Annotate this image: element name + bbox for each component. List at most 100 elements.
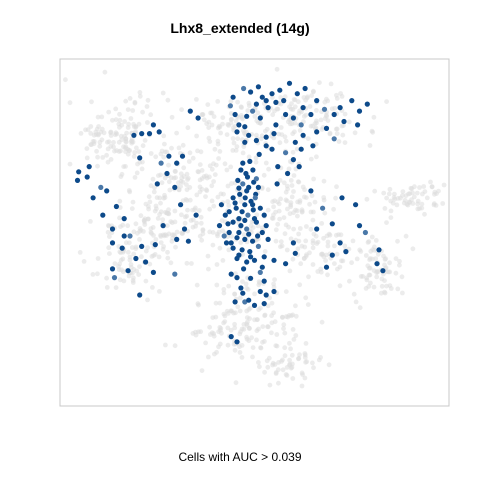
background-cell-point	[95, 271, 100, 277]
background-cell-point	[221, 287, 227, 292]
background-cell-point	[211, 333, 217, 339]
background-cell-point	[289, 352, 295, 358]
background-cell-point	[145, 297, 150, 303]
background-cell-point	[108, 129, 114, 135]
background-cell-point	[310, 262, 316, 267]
background-cell-point	[117, 277, 123, 283]
background-cell-point	[169, 145, 174, 151]
background-cell-point	[224, 167, 230, 173]
background-cell-point	[153, 237, 159, 242]
highlighted-cell-point	[331, 111, 337, 118]
background-cell-point	[232, 347, 238, 353]
background-cell-point	[280, 315, 285, 320]
background-cell-point	[371, 247, 377, 253]
background-cell-point	[247, 305, 253, 311]
highlighted-cell-point	[240, 160, 246, 166]
background-cell-point	[304, 359, 310, 365]
highlighted-cell-point	[380, 268, 386, 274]
background-cell-point	[148, 112, 154, 118]
background-cell-point	[225, 342, 231, 348]
background-cell-point	[274, 66, 280, 72]
background-cell-point	[321, 178, 327, 184]
background-cell-point	[186, 159, 192, 164]
background-cell-point	[231, 125, 236, 131]
background-cell-point	[190, 217, 196, 223]
highlighted-cell-point	[86, 164, 92, 170]
highlighted-cell-point	[257, 269, 263, 275]
background-cell-point	[206, 135, 212, 141]
highlighted-cell-point	[250, 108, 256, 114]
background-cell-point	[254, 337, 259, 343]
background-cell-point	[152, 208, 158, 214]
highlighted-cell-point	[242, 217, 248, 223]
background-cell-point	[112, 261, 118, 266]
highlighted-cell-point	[294, 91, 300, 97]
background-cell-point	[382, 206, 388, 211]
highlighted-cell-point	[248, 275, 254, 281]
background-cell-point	[409, 197, 414, 203]
background-cell-point	[117, 111, 122, 117]
background-cell-point	[117, 215, 122, 221]
background-cell-point	[67, 161, 73, 167]
background-cell-point	[318, 355, 323, 360]
background-cell-point	[165, 249, 170, 255]
background-cell-point	[240, 150, 246, 156]
background-cell-point	[167, 187, 173, 193]
background-cell-point	[194, 133, 200, 139]
background-cell-point	[196, 169, 202, 175]
background-cell-point	[125, 223, 131, 229]
background-cell-point	[278, 244, 283, 250]
highlighted-cell-point	[237, 191, 243, 197]
background-cell-point	[283, 189, 289, 195]
background-cell-point	[134, 145, 139, 151]
background-cell-point	[239, 114, 245, 120]
background-cell-point	[99, 126, 105, 132]
background-cell-point	[312, 199, 318, 205]
background-cell-point	[241, 232, 247, 238]
background-cell-point	[352, 130, 358, 136]
background-cell-point	[164, 149, 170, 155]
background-cell-point	[165, 255, 171, 261]
background-cell-point	[182, 214, 188, 220]
background-cell-point	[363, 286, 369, 291]
background-cell-point	[278, 125, 284, 130]
background-cell-point	[113, 117, 119, 123]
highlighted-cell-point	[121, 216, 127, 222]
background-cell-point	[148, 229, 154, 235]
background-cell-point	[150, 176, 156, 182]
highlighted-cell-point	[76, 169, 82, 175]
background-cell-point	[275, 221, 281, 227]
background-cell-point	[309, 193, 315, 199]
background-cell-point	[283, 197, 289, 203]
highlighted-cell-point	[339, 195, 345, 201]
background-cell-point	[305, 302, 311, 307]
background-cell-point	[260, 324, 266, 329]
background-cell-point	[289, 194, 295, 200]
background-cell-point	[116, 149, 122, 154]
background-cell-point	[273, 227, 279, 233]
background-cell-point	[307, 201, 312, 207]
background-cell-point	[127, 257, 133, 263]
background-cell-point	[142, 216, 148, 222]
background-cell-point	[267, 295, 272, 301]
background-cell-point	[95, 114, 101, 120]
highlighted-cell-point	[349, 98, 355, 104]
highlighted-cell-point	[160, 223, 166, 229]
background-cell-point	[83, 127, 88, 133]
background-cell-point	[311, 231, 317, 237]
background-cell-point	[110, 117, 115, 123]
background-cell-point	[63, 77, 68, 83]
background-cell-point	[441, 182, 447, 188]
background-cell-point	[432, 191, 437, 197]
background-cell-point	[387, 269, 393, 275]
background-cell-point	[179, 175, 185, 181]
highlighted-cell-point	[292, 250, 298, 256]
background-cell-point	[293, 333, 299, 338]
background-cell-point	[88, 219, 93, 224]
background-cell-point	[218, 130, 224, 136]
background-cell-point	[232, 321, 238, 327]
background-cell-point	[232, 291, 238, 297]
background-cell-point	[207, 163, 213, 169]
background-cell-point	[231, 140, 237, 146]
background-cell-point	[81, 259, 87, 264]
